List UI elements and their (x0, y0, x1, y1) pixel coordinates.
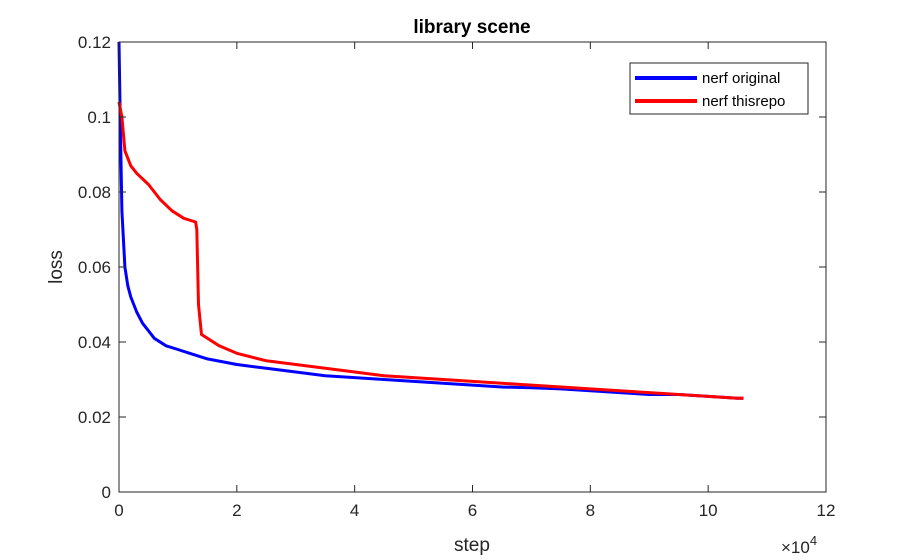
x-tick-label: 12 (817, 501, 836, 520)
x-tick-label: 10 (699, 501, 718, 520)
y-tick-label: 0.06 (78, 258, 111, 277)
y-tick-label: 0 (102, 483, 111, 502)
series-layer (117, 41, 744, 400)
x-axis-label: step (454, 535, 490, 556)
legend-box (629, 62, 809, 115)
y-axis: 0 0.02 0.04 0.06 0.08 0.1 0.12 (78, 33, 826, 502)
x-tick-label: 0 (114, 501, 123, 520)
x-tick-label: 6 (468, 501, 477, 520)
x-axis-exponent-power: 4 (810, 533, 817, 548)
y-axis-label: loss (46, 250, 67, 284)
legend-label-nerf-original: nerf original (702, 70, 780, 87)
y-tick-label: 0.02 (78, 408, 111, 427)
legend: nerf original nerf thisrepo (629, 62, 809, 115)
plot-background (119, 42, 826, 492)
series-line-nerf-thisrepo (117, 101, 744, 400)
y-tick-label: 0.08 (78, 183, 111, 202)
x-axis-exponent: ×104 (781, 533, 817, 557)
x-tick-label: 2 (232, 501, 241, 520)
y-tick-label: 0.04 (78, 333, 111, 352)
x-tick-label: 4 (350, 501, 359, 520)
x-tick-label: 8 (586, 501, 595, 520)
legend-label-nerf-thisrepo: nerf thisrepo (702, 93, 785, 110)
series-line-nerf-original (117, 41, 744, 400)
chart-title: library scene (413, 17, 530, 38)
x-axis: 0 2 4 6 8 10 12 (114, 42, 835, 520)
y-tick-label: 0.12 (78, 33, 111, 52)
y-tick-label: 0.1 (87, 108, 111, 127)
